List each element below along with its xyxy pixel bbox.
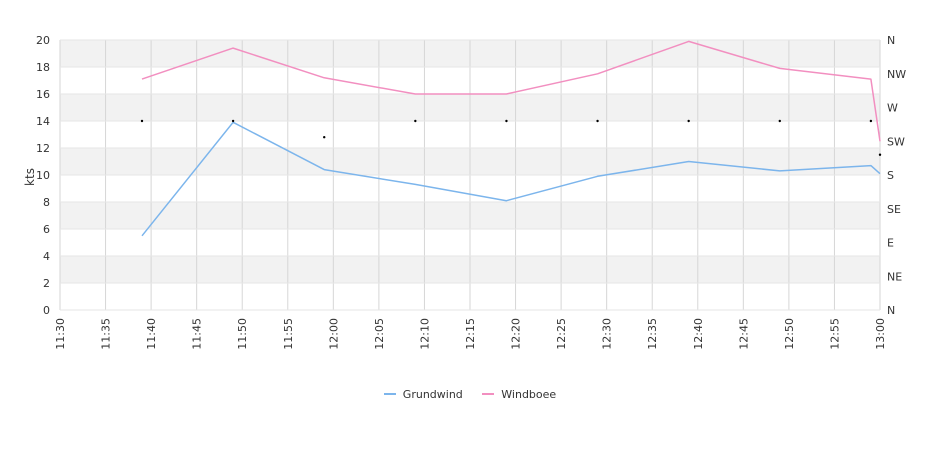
series-line-grundwind — [141, 121, 881, 237]
x-tick-label: 12:30 — [601, 318, 614, 350]
x-tick-label: 12:40 — [692, 318, 705, 350]
x-tick-label: 11:45 — [191, 318, 204, 350]
direction-marker — [687, 119, 690, 123]
direction-marker — [778, 119, 781, 123]
y2-tick-label: S — [887, 169, 894, 182]
legend-item-windboee[interactable]: Windboee — [482, 388, 556, 401]
y-tick-label: 8 — [43, 196, 50, 209]
y2-tick-label: SW — [887, 135, 905, 148]
x-tick-label: 11:40 — [145, 318, 158, 350]
x-tick-label: 13:00 — [874, 318, 887, 350]
x-tick-label: 12:00 — [327, 318, 340, 350]
x-tick-label: 11:55 — [282, 318, 295, 350]
direction-marker — [505, 119, 508, 123]
y2-tick-label: NW — [887, 68, 906, 81]
y-tick-label: 0 — [43, 304, 50, 317]
direction-marker — [140, 119, 144, 123]
y-tick-label: 16 — [36, 88, 50, 101]
legend-label-windboee: Windboee — [501, 387, 557, 401]
series-line-windboee — [141, 40, 881, 142]
legend: Grundwind Windboee — [0, 385, 940, 401]
direction-marker — [869, 119, 873, 123]
x-tick-label: 12:35 — [646, 318, 659, 350]
y-axis-ticks: 0 2 4 6 8 10 12 14 16 18 20 — [36, 34, 50, 317]
y2-tick-label: N — [887, 304, 895, 317]
legend-swatch-windboee — [482, 393, 495, 395]
x-tick-label: 12:10 — [418, 318, 431, 350]
direction-marker — [596, 119, 599, 123]
y2-axis-ticks: N NE E SE S SW W NW N — [887, 34, 906, 317]
y-tick-label: 10 — [36, 169, 50, 182]
y-tick-label: 18 — [36, 61, 50, 74]
series-lines — [141, 40, 881, 237]
y2-tick-label: NE — [887, 270, 902, 283]
x-tick-label: 12:45 — [737, 318, 750, 350]
y2-tick-label: SE — [887, 203, 901, 216]
x-tick-label: 11:35 — [100, 318, 113, 350]
legend-label-grundwind: Grundwind — [402, 387, 463, 401]
x-tick-label: 12:15 — [464, 318, 477, 350]
direction-marker — [231, 119, 235, 123]
y2-tick-label: E — [887, 237, 894, 250]
direction-markers — [140, 119, 882, 156]
x-tick-label: 12:05 — [373, 318, 386, 350]
legend-swatch-grundwind — [383, 393, 396, 395]
y-axis-label: kts — [23, 168, 37, 186]
x-tick-label: 12:50 — [783, 318, 796, 350]
direction-marker — [878, 153, 882, 156]
y-tick-label: 2 — [43, 277, 50, 290]
y-tick-label: 20 — [36, 34, 50, 47]
legend-item-grundwind[interactable]: Grundwind — [383, 387, 463, 401]
y-tick-label: 12 — [36, 142, 50, 155]
y-tick-label: 4 — [43, 250, 50, 263]
y2-tick-label: N — [887, 34, 895, 47]
direction-marker — [323, 136, 326, 139]
y2-tick-label: W — [887, 102, 898, 115]
x-tick-label: 12:20 — [510, 318, 523, 350]
x-axis-ticks: 11:30 11:35 11:40 11:45 11:50 11:55 12:00 12:05… — [54, 318, 887, 350]
direction-marker — [414, 119, 417, 123]
x-tick-label: 12:55 — [828, 318, 841, 350]
x-tick-label: 11:30 — [54, 318, 67, 350]
y-tick-label: 6 — [43, 223, 50, 236]
y-tick-label: 14 — [36, 115, 50, 128]
x-tick-label: 12:25 — [555, 318, 568, 350]
x-tick-label: 11:50 — [236, 318, 249, 350]
